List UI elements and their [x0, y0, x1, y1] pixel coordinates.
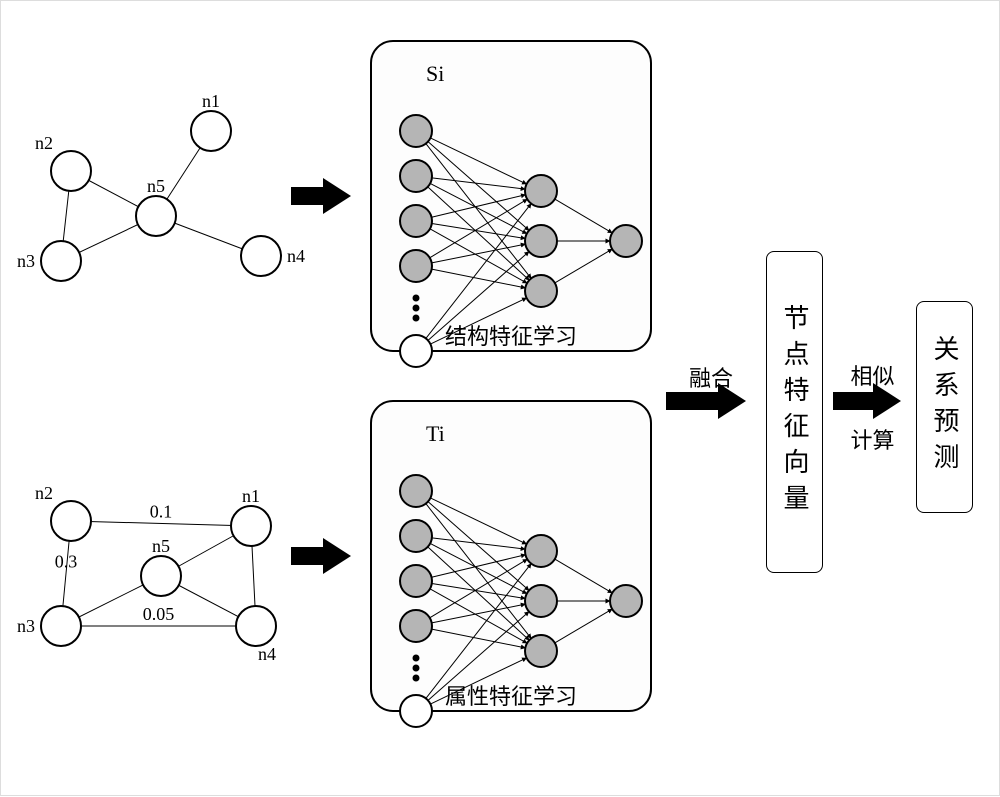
- relation-prediction-box: 关系预测: [916, 301, 973, 513]
- diagram-svg: n1 n2 n3 n4 n5 0.1 0.3 0.05 n1 n2 n3 n4 n5 Si Ti: [1, 1, 1000, 797]
- svg-text:n4: n4: [287, 246, 305, 266]
- si-title: Si: [426, 61, 444, 86]
- similarity-label-top: 相似: [831, 359, 914, 391]
- node-feature-vector-box: 节点特征向量: [766, 251, 823, 573]
- similarity-label-bottom: 计算: [831, 423, 914, 455]
- svg-text:n3: n3: [17, 251, 35, 271]
- svg-text:n5: n5: [152, 536, 170, 556]
- svg-text:n1: n1: [202, 91, 220, 111]
- svg-text:n4: n4: [258, 644, 276, 664]
- attribute-learning-caption: 属性特征学习: [371, 679, 651, 711]
- svg-text:0.3: 0.3: [55, 552, 78, 572]
- svg-text:n5: n5: [147, 176, 165, 196]
- structure-learning-caption: 结构特征学习: [371, 319, 651, 351]
- svg-text:n2: n2: [35, 133, 53, 153]
- svg-text:n2: n2: [35, 483, 53, 503]
- fuse-label: 融合: [661, 361, 761, 393]
- diagram-canvas: n1 n2 n3 n4 n5 0.1 0.3 0.05 n1 n2 n3 n4 n5 Si Ti 节点特征向…: [0, 0, 1000, 796]
- svg-text:n1: n1: [242, 486, 260, 506]
- svg-text:n3: n3: [17, 616, 35, 636]
- svg-text:0.05: 0.05: [143, 604, 175, 624]
- ti-title: Ti: [426, 421, 445, 446]
- svg-text:0.1: 0.1: [150, 502, 173, 522]
